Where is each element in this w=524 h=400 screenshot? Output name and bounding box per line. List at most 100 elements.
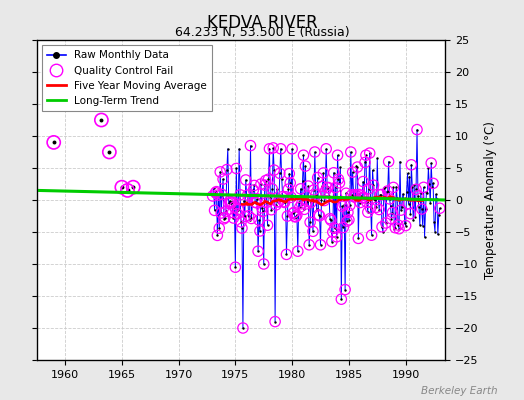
Point — [310, 187, 318, 193]
Point — [355, 191, 364, 198]
Point — [347, 192, 356, 198]
Point — [347, 192, 356, 198]
Point — [351, 194, 359, 200]
Point — [303, 198, 311, 205]
Point — [267, 206, 276, 213]
Point — [414, 204, 423, 210]
Point — [251, 199, 259, 206]
Point — [211, 190, 220, 196]
Point — [421, 206, 430, 212]
Point — [209, 193, 217, 199]
Point — [255, 217, 263, 223]
Point — [376, 192, 384, 198]
Point — [332, 184, 340, 190]
Point — [405, 200, 413, 207]
Point — [221, 214, 229, 221]
Point — [416, 222, 424, 228]
Point — [293, 212, 301, 218]
Point — [330, 170, 338, 176]
Point — [239, 325, 247, 331]
Point — [263, 199, 271, 206]
Point — [270, 167, 278, 173]
Point — [378, 224, 386, 230]
Point — [377, 191, 385, 198]
Legend: Raw Monthly Data, Quality Control Fail, Five Year Moving Average, Long-Term Tren: Raw Monthly Data, Quality Control Fail, … — [42, 45, 212, 111]
Point — [339, 224, 347, 231]
Point — [342, 190, 350, 196]
Point — [213, 232, 222, 238]
Point — [219, 176, 227, 182]
Point — [405, 200, 413, 207]
Point — [49, 139, 58, 146]
Point — [218, 191, 226, 198]
Point — [395, 226, 403, 232]
Point — [418, 206, 426, 212]
Point — [214, 192, 223, 198]
Point — [393, 195, 401, 201]
Point — [220, 216, 228, 222]
Point — [244, 192, 252, 198]
Point — [237, 219, 245, 225]
Point — [331, 225, 339, 232]
Point — [232, 165, 241, 172]
Point — [429, 180, 438, 186]
Point — [281, 194, 290, 200]
Point — [392, 184, 400, 190]
Point — [269, 145, 277, 151]
Point — [275, 198, 283, 205]
Point — [408, 184, 417, 190]
Point — [278, 193, 287, 200]
Point — [236, 192, 244, 198]
Point — [286, 180, 294, 186]
Point — [348, 169, 357, 175]
Point — [259, 261, 268, 267]
Point — [335, 180, 344, 186]
Text: KEDVA RIVER: KEDVA RIVER — [206, 14, 318, 32]
Point — [368, 167, 377, 174]
Point — [247, 215, 256, 222]
Point — [257, 181, 265, 187]
Point — [400, 195, 408, 202]
Point — [215, 225, 223, 232]
Point — [406, 210, 414, 217]
Point — [246, 142, 255, 149]
Point — [387, 216, 396, 222]
Point — [350, 193, 358, 199]
Point — [424, 165, 432, 171]
Point — [372, 204, 380, 210]
Point — [373, 155, 381, 162]
Point — [49, 139, 58, 146]
Point — [298, 200, 306, 207]
Point — [299, 152, 308, 158]
Point — [379, 229, 387, 235]
Point — [221, 214, 229, 221]
Point — [212, 188, 221, 195]
Point — [332, 234, 341, 240]
Point — [227, 199, 236, 205]
Point — [331, 225, 339, 232]
Point — [244, 212, 253, 219]
Point — [239, 325, 247, 331]
Point — [329, 229, 337, 235]
Point — [300, 206, 309, 212]
Point — [400, 220, 409, 226]
Y-axis label: Temperature Anomaly (°C): Temperature Anomaly (°C) — [484, 121, 497, 279]
Point — [337, 296, 345, 302]
Point — [277, 146, 285, 152]
Point — [360, 195, 368, 201]
Point — [259, 208, 267, 215]
Point — [354, 235, 363, 242]
Point — [356, 199, 364, 206]
Point — [270, 167, 278, 173]
Point — [306, 219, 314, 226]
Point — [283, 213, 291, 219]
Point — [355, 191, 364, 198]
Point — [321, 188, 330, 194]
Point — [279, 198, 288, 205]
Point — [354, 235, 363, 242]
Point — [329, 229, 337, 235]
Point — [353, 164, 362, 170]
Point — [225, 198, 234, 204]
Point — [425, 181, 433, 188]
Point — [313, 174, 322, 181]
